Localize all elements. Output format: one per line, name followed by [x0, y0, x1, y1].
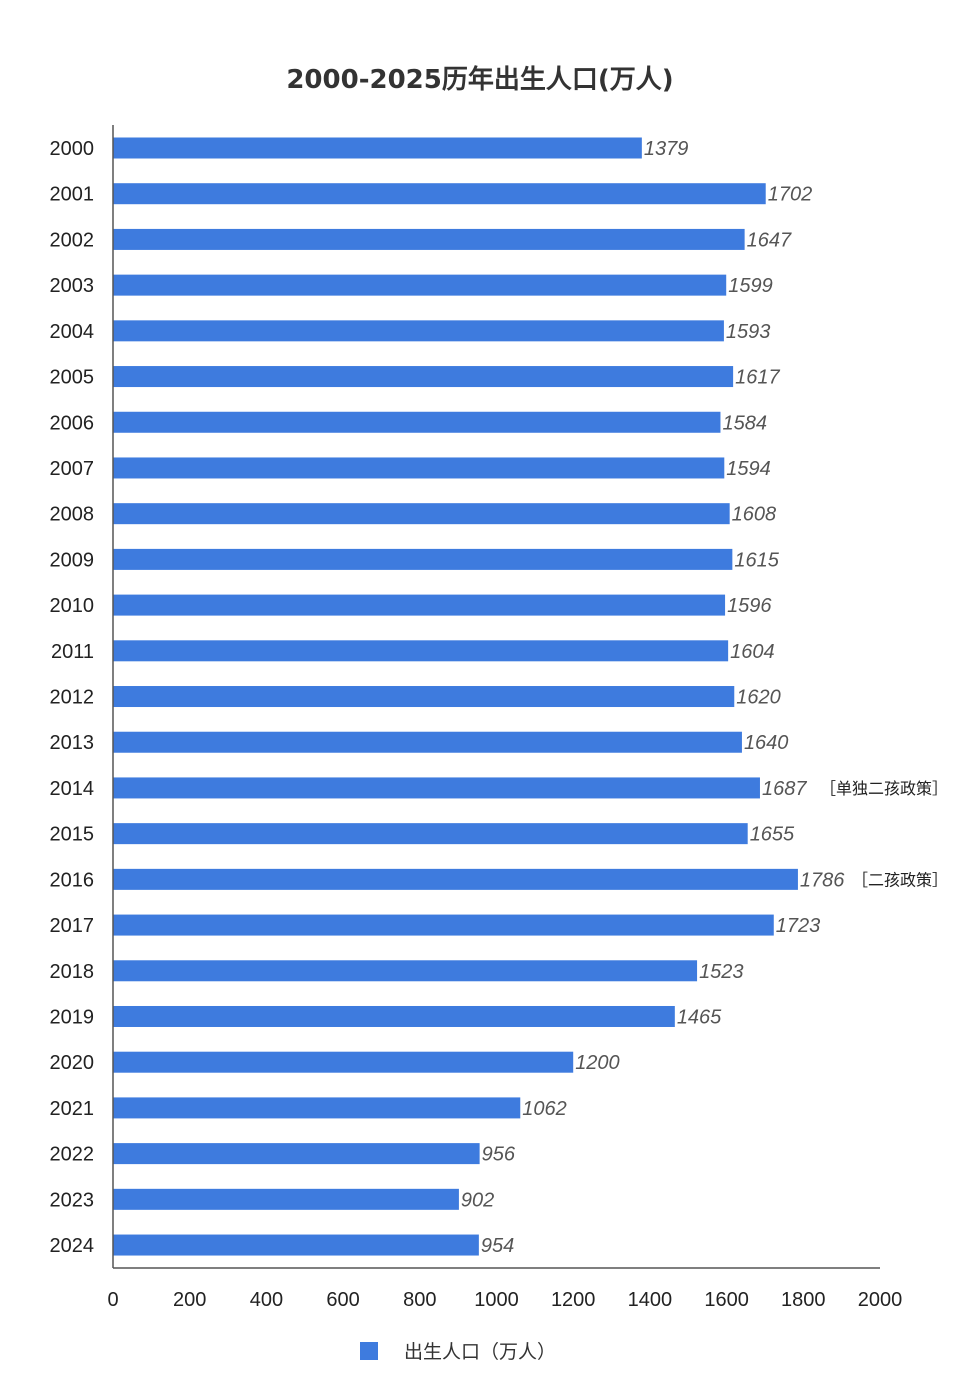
bar-2023 [113, 1188, 459, 1210]
data-label-2024: 954 [481, 1235, 514, 1257]
data-label-2015: 1655 [750, 824, 795, 846]
data-label-2011: 1604 [730, 641, 775, 663]
y-tick-labels: 2000 2001 2002 2003 2004 2005 2006 2007 2008 2009… [50, 138, 95, 1257]
x-tick-label-1800: 1800 [781, 1289, 826, 1311]
y-tick-label-2009: 2009 [50, 549, 95, 571]
y-tick-label-2017: 2017 [50, 915, 95, 937]
data-label-2013: 1640 [744, 732, 789, 754]
x-tick-label-800: 800 [403, 1289, 436, 1311]
data-label-2019: 1465 [677, 1006, 722, 1028]
bar-2009 [113, 548, 733, 570]
y-tick-label-2007: 2007 [50, 458, 95, 480]
y-tick-label-2004: 2004 [50, 321, 95, 343]
bar-2005 [113, 366, 734, 388]
y-tick-label-2006: 2006 [50, 412, 95, 434]
y-tick-label-2016: 2016 [50, 869, 95, 891]
bar-2013 [113, 731, 742, 753]
data-label-2017: 1723 [776, 915, 821, 937]
bar-2001 [113, 183, 766, 205]
data-label-2018: 1523 [699, 961, 744, 983]
y-tick-label-2014: 2014 [50, 778, 95, 800]
bar-2016 [113, 868, 798, 890]
data-labels: 1379 1702 1647 1599 1593 1617 1584 1594 1608 1615… [461, 138, 845, 1257]
data-label-2008: 1608 [732, 504, 777, 526]
y-tick-label-2021: 2021 [50, 1098, 95, 1120]
bar-2006 [113, 411, 721, 433]
annotation-2016: ［二孩政策］ [852, 870, 948, 889]
bar-2021 [113, 1097, 521, 1119]
data-label-2001: 1702 [768, 184, 813, 206]
data-label-2005: 1617 [735, 367, 780, 389]
y-tick-label-2019: 2019 [50, 1006, 95, 1028]
data-label-2000: 1379 [644, 138, 689, 160]
x-tick-labels: 0 200 400 600 800 1000 1200 1400 1600 1800 2000 [107, 1289, 902, 1311]
x-tick-label-2000: 2000 [858, 1289, 903, 1311]
y-tick-label-2010: 2010 [50, 595, 95, 617]
x-tick-label-0: 0 [107, 1289, 118, 1311]
y-tick-label-2008: 2008 [50, 504, 95, 526]
data-label-2004: 1593 [726, 321, 771, 343]
data-label-2012: 1620 [736, 687, 781, 709]
x-tick-label-1000: 1000 [474, 1289, 519, 1311]
legend-label: 出生人口（万人） [404, 1341, 556, 1363]
data-label-2003: 1599 [728, 275, 773, 297]
y-tick-label-2020: 2020 [50, 1052, 95, 1074]
data-label-2021: 1062 [522, 1098, 567, 1120]
bar-2011 [113, 640, 729, 662]
bar-2008 [113, 503, 730, 525]
data-label-2010: 1596 [727, 595, 772, 617]
y-tick-label-2005: 2005 [50, 367, 95, 389]
x-tick-label-400: 400 [250, 1289, 283, 1311]
bar-2018 [113, 960, 698, 982]
y-tick-label-2011: 2011 [51, 641, 94, 663]
y-tick-label-2013: 2013 [50, 732, 95, 754]
y-tick-label-2024: 2024 [50, 1235, 95, 1257]
y-tick-label-2000: 2000 [50, 138, 95, 160]
bar-2022 [113, 1143, 480, 1165]
x-tick-label-1400: 1400 [628, 1289, 673, 1311]
annotations: ［单独二孩政策］ ［二孩政策］ [820, 779, 948, 889]
y-tick-label-2015: 2015 [50, 824, 95, 846]
x-tick-label-1600: 1600 [704, 1289, 749, 1311]
y-tick-label-2012: 2012 [50, 687, 95, 709]
bar-2019 [113, 1005, 675, 1027]
bars-group [113, 137, 798, 1256]
bar-2004 [113, 320, 724, 342]
y-tick-label-2018: 2018 [50, 961, 95, 983]
annotation-2014: ［单独二孩政策］ [820, 779, 948, 798]
bar-2014 [113, 777, 760, 799]
y-tick-label-2002: 2002 [50, 229, 95, 251]
data-label-2007: 1594 [726, 458, 771, 480]
data-label-2020: 1200 [575, 1052, 620, 1074]
data-label-2022: 956 [482, 1144, 516, 1166]
data-label-2006: 1584 [722, 412, 767, 434]
bar-2024 [113, 1234, 479, 1256]
data-label-2023: 902 [461, 1189, 494, 1211]
bar-2017 [113, 914, 774, 936]
bar-2012 [113, 686, 735, 708]
x-tick-label-1200: 1200 [551, 1289, 596, 1311]
bar-2003 [113, 274, 727, 296]
bar-2000 [113, 137, 642, 159]
data-label-2009: 1615 [734, 549, 779, 571]
bar-2002 [113, 228, 745, 250]
x-tick-label-200: 200 [173, 1289, 206, 1311]
bar-2015 [113, 823, 748, 845]
data-label-2016: 1786 [800, 869, 845, 891]
y-tick-label-2003: 2003 [50, 275, 95, 297]
x-tick-label-600: 600 [326, 1289, 359, 1311]
data-label-2014: 1687 [762, 778, 807, 800]
chart-title: 2000-2025历年出生人口(万人) [286, 64, 673, 95]
legend: 出生人口（万人） [360, 1341, 556, 1363]
bar-2020 [113, 1051, 574, 1073]
y-tick-label-2023: 2023 [50, 1189, 95, 1211]
y-tick-label-2001: 2001 [50, 184, 95, 206]
bar-2010 [113, 594, 726, 616]
y-tick-label-2022: 2022 [50, 1144, 95, 1166]
legend-swatch [360, 1342, 378, 1360]
data-label-2002: 1647 [747, 229, 792, 251]
bar-2007 [113, 457, 725, 479]
